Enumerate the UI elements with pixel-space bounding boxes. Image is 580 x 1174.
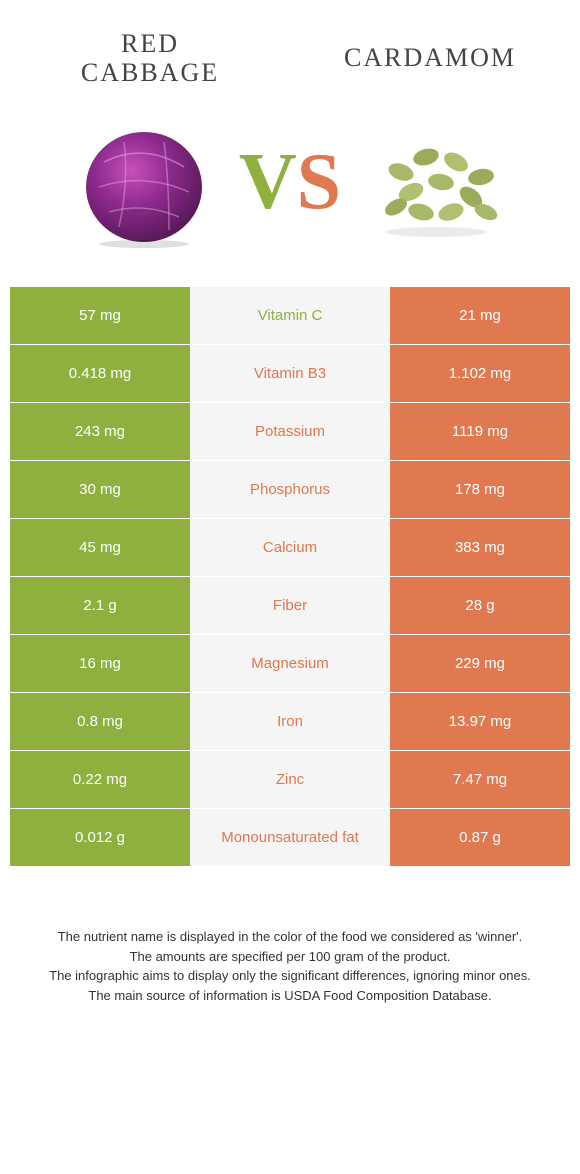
table-row: 16 mgMagnesium229 mg — [10, 635, 570, 693]
nutrient-name: Fiber — [190, 577, 390, 634]
value-right: 1119 mg — [390, 403, 570, 460]
vs-v: V — [239, 137, 297, 228]
value-left: 0.8 mg — [10, 693, 190, 750]
nutrient-name: Vitamin B3 — [190, 345, 390, 402]
header: Red cabbage Cardamom — [0, 0, 580, 97]
nutrient-name: Vitamin C — [190, 287, 390, 344]
value-left: 0.22 mg — [10, 751, 190, 808]
value-right: 28 g — [390, 577, 570, 634]
footer-line-1: The nutrient name is displayed in the co… — [40, 927, 540, 947]
table-row: 0.012 gMonounsaturated fat0.87 g — [10, 809, 570, 867]
table-row: 45 mgCalcium383 mg — [10, 519, 570, 577]
footer-line-3: The infographic aims to display only the… — [40, 966, 540, 986]
food-image-right — [361, 107, 511, 257]
table-row: 30 mgPhosphorus178 mg — [10, 461, 570, 519]
table-row: 2.1 gFiber28 g — [10, 577, 570, 635]
table-row: 0.8 mgIron13.97 mg — [10, 693, 570, 751]
table-row: 243 mgPotassium1119 mg — [10, 403, 570, 461]
value-right: 229 mg — [390, 635, 570, 692]
table-row: 0.22 mgZinc7.47 mg — [10, 751, 570, 809]
vs-s: S — [297, 137, 342, 228]
food-image-left — [69, 107, 219, 257]
nutrient-name: Monounsaturated fat — [190, 809, 390, 866]
value-right: 21 mg — [390, 287, 570, 344]
nutrient-name: Iron — [190, 693, 390, 750]
value-left: 57 mg — [10, 287, 190, 344]
value-right: 1.102 mg — [390, 345, 570, 402]
value-left: 16 mg — [10, 635, 190, 692]
nutrient-name: Magnesium — [190, 635, 390, 692]
nutrient-name: Zinc — [190, 751, 390, 808]
value-left: 45 mg — [10, 519, 190, 576]
value-left: 30 mg — [10, 461, 190, 518]
nutrient-name: Phosphorus — [190, 461, 390, 518]
value-right: 7.47 mg — [390, 751, 570, 808]
value-right: 13.97 mg — [390, 693, 570, 750]
value-right: 0.87 g — [390, 809, 570, 866]
vs-label: VS — [239, 137, 341, 228]
value-left: 2.1 g — [10, 577, 190, 634]
table-row: 57 mgVitamin C21 mg — [10, 287, 570, 345]
nutrient-name: Potassium — [190, 403, 390, 460]
nutrient-name: Calcium — [190, 519, 390, 576]
value-right: 178 mg — [390, 461, 570, 518]
images-row: VS — [0, 97, 580, 287]
footer-line-4: The main source of information is USDA F… — [40, 986, 540, 1006]
food-title-left: Red cabbage — [50, 30, 250, 87]
value-left: 243 mg — [10, 403, 190, 460]
value-left: 0.012 g — [10, 809, 190, 866]
value-left: 0.418 mg — [10, 345, 190, 402]
value-right: 383 mg — [390, 519, 570, 576]
footer-notes: The nutrient name is displayed in the co… — [0, 867, 580, 1025]
footer-line-2: The amounts are specified per 100 gram o… — [40, 947, 540, 967]
food-title-right: Cardamom — [330, 44, 530, 73]
comparison-table: 57 mgVitamin C21 mg0.418 mgVitamin B31.1… — [10, 287, 570, 867]
table-row: 0.418 mgVitamin B31.102 mg — [10, 345, 570, 403]
